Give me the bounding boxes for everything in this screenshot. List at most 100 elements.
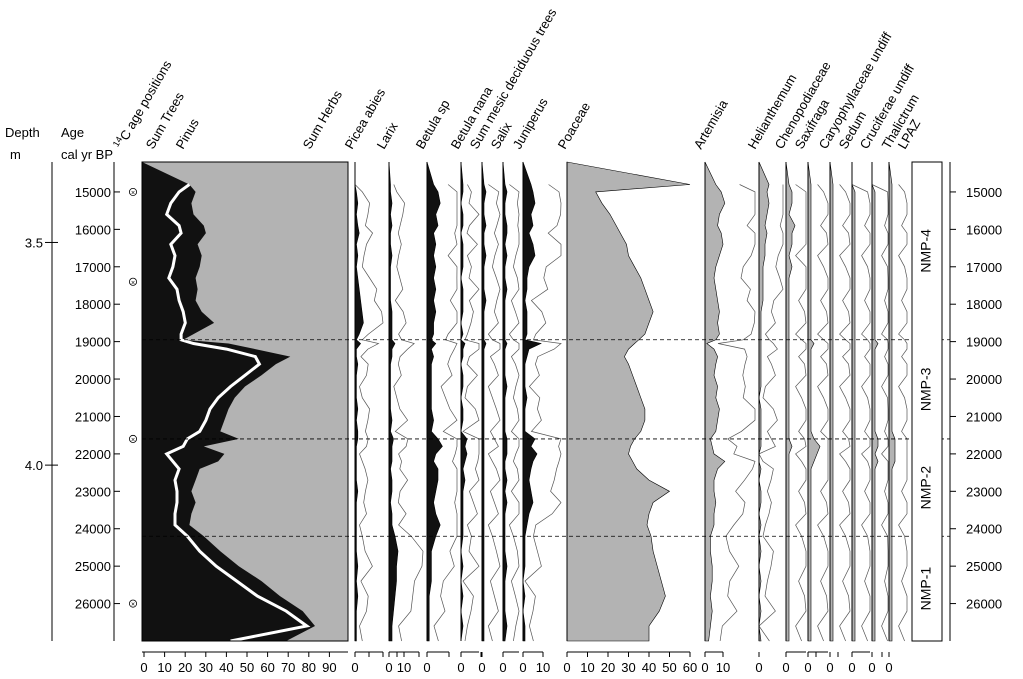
c14-marker-x: × [131,190,135,197]
taxon-x-tick-label: 10 [397,660,411,675]
main-x-tick-label: 70 [281,660,295,675]
taxon-label: Poaceae [555,100,594,152]
taxon-exaggeration-line [508,184,520,642]
taxon-x-tick-label: 0 [868,660,875,675]
taxon-area [502,161,508,642]
taxon-area [481,161,487,642]
zone-label: NMP-2 [918,466,934,510]
c14-marker-x: × [131,437,135,444]
taxon-exaggeration-line [839,184,851,642]
taxon-x-tick-label: 0 [385,660,392,675]
age-tick-label-right: 17000 [966,260,1002,275]
taxon-exaggeration-line [462,184,480,642]
age-tick-label-left: 21000 [75,409,111,424]
taxon-area [566,161,691,642]
taxon-exaggeration-line [898,184,908,642]
main-x-tick-label: 40 [219,660,233,675]
taxon-x-tick-label: 0 [885,660,892,675]
age-tick-label-right: 20000 [966,372,1002,387]
age-tick-label-right: 23000 [966,484,1002,499]
taxon-x-tick-label: 0 [499,660,506,675]
age-tick-label-right: 15000 [966,185,1002,200]
c14-marker-x: × [131,280,135,287]
main-x-tick-label: 90 [322,660,336,675]
c14-marker [128,277,137,286]
age-tick-label-left: 19000 [75,335,111,350]
age-label: Age [61,125,84,140]
taxon-x-tick-label: 60 [683,660,697,675]
taxon-exaggeration-line [524,184,562,642]
taxon-exaggeration-line [354,184,384,642]
taxon-label: Betula sp [413,97,453,151]
taxon-exaggeration-line [871,184,889,642]
taxon-area [829,161,834,642]
main-x-tick-label: 20 [178,660,192,675]
age-unit-label: cal yr BP [61,147,113,162]
zone-label: NMP-3 [918,367,934,411]
taxon-area [522,161,542,642]
age-tick-label-left: 23000 [75,484,111,499]
main-x-tick-label: 60 [260,660,274,675]
taxon-x-tick-label: 30 [621,660,635,675]
age-tick-label-right: 24000 [966,522,1002,537]
depth-unit-label: m [10,147,21,162]
c14-marker [128,599,137,608]
age-tick-label-left: 20000 [75,372,111,387]
main-x-tick-label: 50 [240,660,254,675]
age-tick-label-left: 22000 [75,447,111,462]
taxon-x-tick-label: 50 [662,660,676,675]
taxon-label: Artemisia [691,96,731,151]
taxon-x-tick-label: 10 [536,660,550,675]
main-x-tick-label: 0 [140,660,147,675]
taxon-area [704,161,726,642]
taxon-label: Juniperus [510,95,551,152]
depth-tick-label: 4.0 [25,458,43,473]
age-tick-label-left: 26000 [75,597,111,612]
taxon-x-tick-label: 10 [580,660,594,675]
main-x-tick-label: 10 [157,660,171,675]
taxon-area [888,161,896,642]
c14-superscript: 14 [111,135,125,149]
series-label: Pinus [173,115,202,151]
c14-marker [128,434,137,443]
taxon-x-tick-label: 0 [563,660,570,675]
depth-tick-label: 3.5 [25,235,43,250]
taxon-area [426,161,443,642]
main-panel-frame [141,161,349,642]
age-tick-label-left: 17000 [75,260,111,275]
taxon-area [388,161,399,642]
taxon-x-tick-label: 40 [642,660,656,675]
lpaz-column [911,161,943,642]
age-tick-label-right: 21000 [966,409,1002,424]
taxon-x-tick-label: 0 [782,660,789,675]
taxon-x-tick-label: 20 [601,660,615,675]
sum-trees-area [142,162,315,641]
c14-marker [128,187,137,196]
taxon-x-tick-label: 0 [423,660,430,675]
zone-label: NMP-4 [918,229,934,273]
taxon-exaggeration-line [487,184,501,642]
taxon-area [758,161,770,642]
taxon-exaggeration-line [758,184,784,642]
zone-label: NMP-1 [918,567,934,611]
age-tick-label-right: 19000 [966,335,1002,350]
taxon-area [785,161,796,642]
taxon-exaggeration-line [393,184,424,642]
taxon-area [354,162,364,642]
age-tick-label-right: 22000 [966,447,1002,462]
pinus-line [164,183,311,643]
age-tick-label-left: 16000 [75,222,111,237]
age-tick-label-right: 18000 [966,297,1002,312]
main-x-tick-label: 80 [302,660,316,675]
age-tick-label-left: 15000 [75,185,111,200]
c14-marker-x: × [131,602,135,609]
taxon-exaggeration-line [851,184,871,642]
taxon-x-tick-label: 0 [478,660,485,675]
taxon-area [807,161,821,642]
taxon-x-tick-label: 0 [457,660,464,675]
age-tick-label-left: 25000 [75,559,111,574]
age-tick-label-right: 16000 [966,222,1002,237]
taxon-area [851,162,856,642]
taxon-exaggeration-line [717,184,756,642]
